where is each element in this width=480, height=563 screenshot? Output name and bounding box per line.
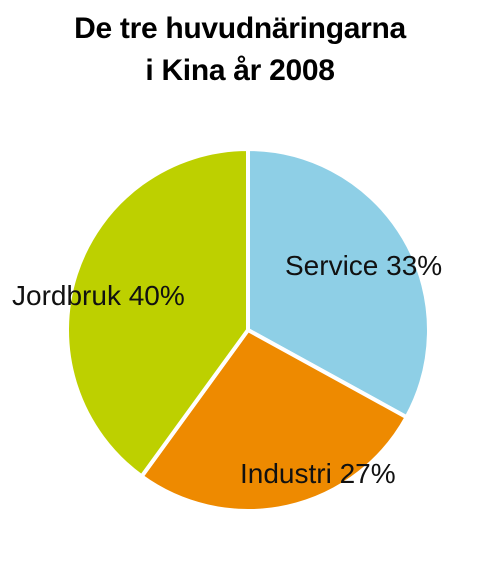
pie-slice-industri [139, 328, 409, 513]
chart-title-line-1: De tre huvudnäringarna [74, 12, 406, 45]
pie-slice-service [246, 147, 431, 420]
chart-title-line-2: i Kina år 2008 [145, 54, 335, 87]
pie-slices [65, 147, 431, 513]
slice-label-service: Service 33% [285, 250, 442, 281]
slice-label-industri: Industri 27% [240, 458, 396, 489]
chart-title: De tre huvudnäringarna i Kina år 2008 [0, 8, 480, 92]
pie-slice-jordbruk [65, 147, 250, 479]
slice-label-jordbruk: Jordbruk 40% [12, 280, 185, 311]
